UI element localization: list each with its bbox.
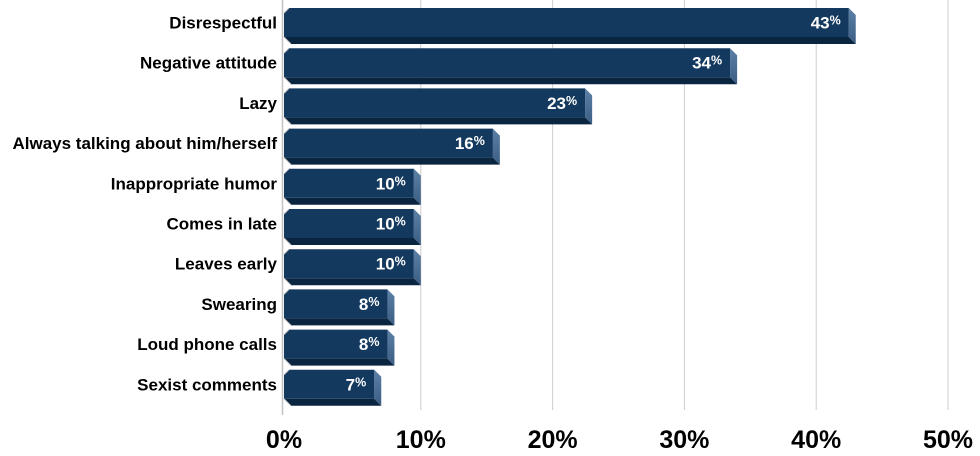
x-tick-label: 50% [923, 426, 973, 454]
x-tick-label: 0% [266, 426, 302, 454]
x-tick-label: 20% [528, 426, 578, 454]
bar-bottom-face [284, 238, 421, 245]
bar-chamfer-edge [283, 168, 290, 175]
bar-row: 10% Leaves early [175, 248, 421, 286]
bar-bottom-face [284, 197, 421, 205]
bar-side-face [848, 8, 856, 44]
bar-value-label: 34% [692, 54, 722, 73]
bar-bottom-face [284, 278, 421, 286]
category-label: Inappropriate humor [111, 174, 278, 193]
bar-chamfer-edge [283, 289, 290, 295]
bar-front-face [284, 48, 731, 78]
bar-row: 23% Lazy [239, 88, 593, 125]
bar-row: 8% Swearing [201, 289, 395, 326]
bar-bottom-chamfer-edge [283, 197, 292, 206]
bar-value-label: 7% [346, 375, 367, 394]
category-label: Lazy [239, 94, 277, 113]
bar-bottom-face [284, 37, 856, 44]
bar-row: 34% Negative attitude [140, 47, 738, 85]
bar-bottom-chamfer-edge [283, 36, 292, 45]
category-label: Swearing [201, 295, 277, 314]
bar-bottom-face [284, 398, 382, 406]
bar-value-label: 43% [811, 14, 841, 33]
bar-front-face [284, 209, 414, 238]
bar-row: 10% Inappropriate humor [111, 168, 421, 206]
bar-value-label: 10% [376, 215, 406, 234]
bar-bottom-chamfer-edge [283, 157, 292, 165]
bar-chamfer-edge [283, 208, 290, 215]
bar-bottom-chamfer-edge [283, 76, 292, 85]
bar-chamfer-edge [283, 248, 290, 255]
bar-front-face [284, 329, 388, 359]
bar-row: 16% Always talking about him/herself [12, 128, 500, 165]
bar-value-label: 8% [359, 295, 380, 314]
bar-chamfer-edge [283, 7, 290, 14]
bar-bottom-chamfer-edge [283, 117, 292, 125]
category-label: Disrespectful [169, 14, 277, 33]
x-tick-label: 10% [396, 426, 446, 454]
category-label: Loud phone calls [137, 335, 277, 354]
bar-side-face [413, 249, 421, 286]
bar-row: 10% Comes in late [166, 208, 421, 246]
category-label: Always talking about him/herself [12, 134, 277, 153]
bar-value-label: 8% [359, 335, 380, 354]
bar-row: 8% Loud phone calls [137, 329, 395, 366]
bar-value-label: 16% [455, 134, 485, 153]
category-label: Leaves early [175, 255, 278, 274]
bar-bottom-face [284, 358, 395, 366]
bar-front-face [284, 289, 388, 319]
bar-front-face [284, 88, 586, 118]
bar-side-face [387, 289, 395, 326]
bar-side-face [585, 88, 593, 125]
bar-bottom-chamfer-edge [283, 398, 292, 407]
bar-side-face [492, 128, 500, 165]
bar-bottom-chamfer-edge [283, 358, 292, 366]
bar-chamfer-edge [283, 329, 290, 335]
bar-value-label: 10% [376, 174, 406, 193]
bar-front-face [284, 128, 493, 158]
bar-bottom-face [284, 157, 500, 165]
bar-row: 7% Sexist comments [137, 369, 382, 407]
category-label: Comes in late [166, 215, 277, 234]
bar-bottom-chamfer-edge [283, 277, 292, 286]
x-tick-label: 30% [659, 426, 709, 454]
bar-chamfer-edge [283, 47, 290, 54]
bar-front-face [284, 168, 414, 198]
bar-chamfer-edge [283, 369, 290, 376]
bar-side-face [374, 369, 382, 406]
category-label: Sexist comments [137, 375, 277, 394]
bar-chamfer-edge [283, 88, 290, 94]
bar-side-face [413, 168, 421, 205]
bar-side-face [387, 329, 395, 366]
bar-bottom-face [284, 77, 738, 85]
x-tick-label: 40% [791, 426, 841, 454]
bar-front-face [284, 8, 849, 37]
category-label: Negative attitude [140, 54, 277, 73]
bar-chamfer-edge [283, 128, 290, 134]
bar-side-face [413, 209, 421, 245]
bar-front-face [284, 249, 414, 279]
bar-value-label: 10% [376, 255, 406, 274]
bar-value-label: 23% [547, 94, 577, 113]
bar-front-face [284, 369, 375, 399]
bar-row: 43% Disrespectful [169, 7, 856, 45]
bar-bottom-face [284, 117, 593, 125]
bar-bottom-chamfer-edge [283, 318, 292, 326]
bar-bottom-chamfer-edge [283, 237, 292, 246]
bar-bottom-face [284, 318, 395, 326]
bar-side-face [730, 48, 738, 85]
